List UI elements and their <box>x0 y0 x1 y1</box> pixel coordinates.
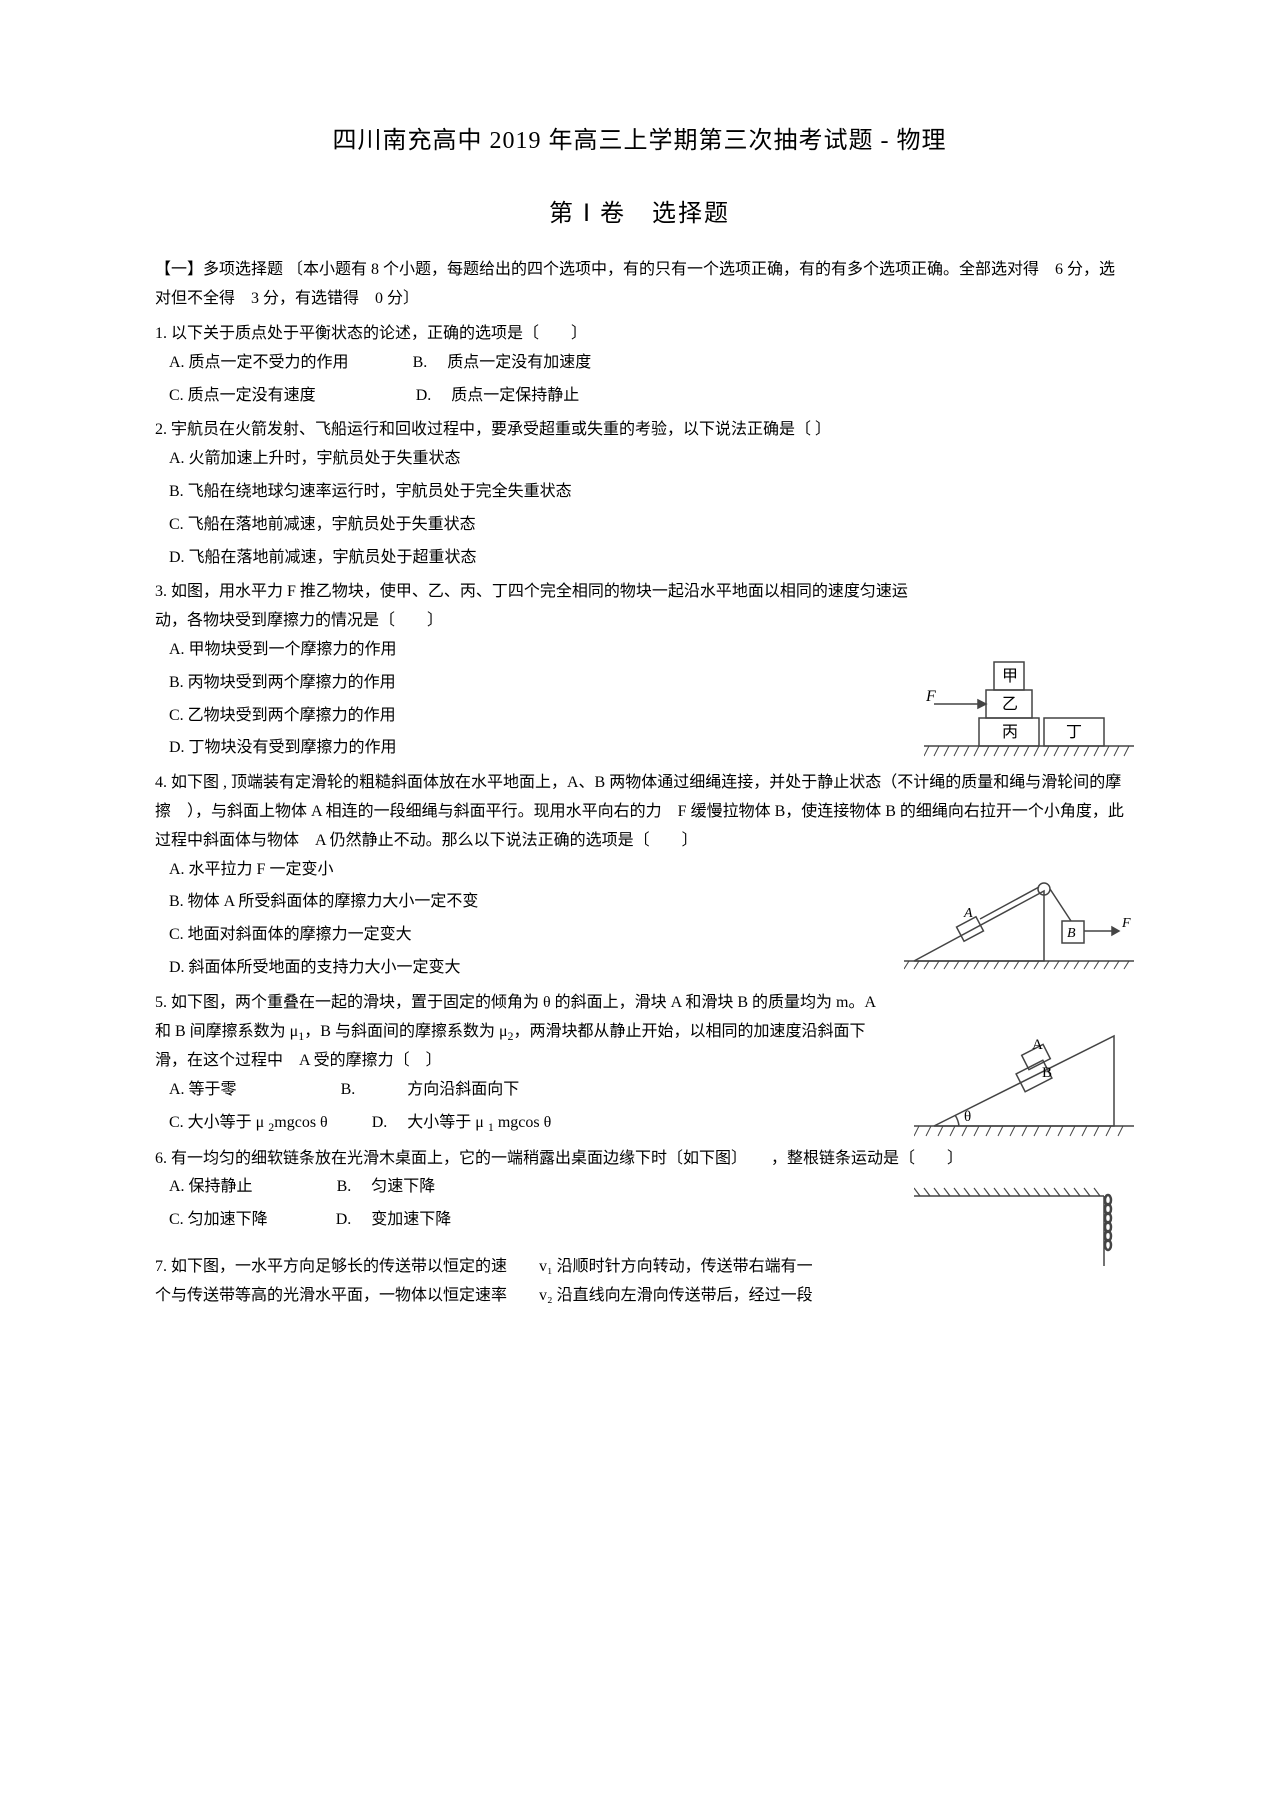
exam-title: 四川南充高中 2019 年高三上学期第三次抽考试题 - 物理 <box>155 120 1124 163</box>
page: 四川南充高中 2019 年高三上学期第三次抽考试题 - 物理 第 Ⅰ 卷 选择题… <box>0 0 1274 1397</box>
part-subtitle: 第 Ⅰ 卷 选择题 <box>155 193 1124 236</box>
figure-q3-blocks-icon: F 甲 乙 丙 丁 <box>924 651 1134 761</box>
q5-opt-b: B. 方向沿斜面向下 <box>341 1076 520 1105</box>
q1-opt-d: D. 质点一定保持静止 <box>416 382 580 411</box>
q3-stem: 3. 如图，用水平力 F 推乙物块，使甲、乙、丙、丁四个完全相同的物块一起沿水平… <box>155 578 914 636</box>
q1-opt-a: A. 质点一定不受力的作用 <box>169 349 349 378</box>
figure-q4-incline-icon: A B F <box>904 881 1134 971</box>
q1-opt-c: C. 质点一定没有速度 <box>169 382 316 411</box>
svg-text:F: F <box>1121 916 1131 931</box>
q4-stem: 4. 如下图 , 顶端装有定滑轮的粗糙斜面体放在水平地面上，A、B 两物体通过细… <box>155 769 1124 855</box>
body: 【一】多项选择题 〔本小题有 8 个小题，每题给出的四个选项中，有的只有一个选项… <box>155 256 1124 1310</box>
q6-opt-a: A. 保持静止 <box>169 1173 253 1202</box>
q5-opt-d: D. 大小等于 μ 1 mgcos θ <box>372 1109 552 1139</box>
q5-row1: A. 等于零 B. 方向沿斜面向下 <box>169 1076 894 1105</box>
q5-d-pre: D. 大小等于 μ <box>372 1114 488 1131</box>
q5-opt-a: A. 等于零 <box>169 1076 237 1105</box>
q2-opt-d: D. 飞船在落地前减速，宇航员处于超重状态 <box>169 544 1124 573</box>
q2-stem: 2. 宇航员在火箭发射、飞船运行和回收过程中，要承受超重或失重的考验，以下说法正… <box>155 416 1124 445</box>
question-1: 1. 以下关于质点处于平衡状态的论述，正确的选项是〔 〕 A. 质点一定不受力的… <box>155 320 1124 410</box>
q5-opt-c: C. 大小等于 μ 2mgcos θ <box>169 1109 328 1139</box>
q2-opt-b: B. 飞船在绕地球匀速率运行时，宇航员处于完全失重状态 <box>169 478 1124 507</box>
q7-line2: 个与传送带等高的光滑水平面，一物体以恒定速率 v₂ 沿直线向左滑向传送带后，经过… <box>155 1282 1124 1311</box>
q3-opt-b: B. 丙物块受到两个摩擦力的作用 <box>169 669 914 698</box>
q7-l2a: 个与传送带等高的光滑水平面，一物体以恒定速率 <box>155 1287 507 1304</box>
q5-stem-p2: ，B 与斜面间的摩擦系数为 μ <box>304 1023 507 1040</box>
q6-opt-b: B. 匀速下降 <box>337 1173 436 1202</box>
q1-row2: C. 质点一定没有速度 D. 质点一定保持静止 <box>169 382 1124 411</box>
figure-q5-incline-icon: A B θ <box>914 1021 1134 1141</box>
q7-v1: v₁ <box>539 1258 553 1275</box>
svg-text:A: A <box>963 906 973 921</box>
q1-stem: 1. 以下关于质点处于平衡状态的论述，正确的选项是〔 〕 <box>155 320 1124 349</box>
svg-text:B: B <box>1067 926 1076 941</box>
svg-text:甲: 甲 <box>1002 668 1018 685</box>
svg-text:丁: 丁 <box>1066 724 1082 741</box>
section1-instructions: 【一】多项选择题 〔本小题有 8 个小题，每题给出的四个选项中，有的只有一个选项… <box>155 256 1124 314</box>
q3-opt-c: C. 乙物块受到两个摩擦力的作用 <box>169 702 914 731</box>
q1-row1: A. 质点一定不受力的作用 B. 质点一定没有加速度 <box>169 349 1124 378</box>
question-2: 2. 宇航员在火箭发射、飞船运行和回收过程中，要承受超重或失重的考验，以下说法正… <box>155 416 1124 572</box>
figure-q6-chain-icon <box>914 1176 1134 1266</box>
q4-opt-a: A. 水平拉力 F 一定变小 <box>169 856 1124 885</box>
q5-c-post: mgcos θ <box>274 1114 327 1131</box>
q5-d-post: mgcos θ <box>494 1114 551 1131</box>
q2-opt-c: C. 飞船在落地前减速，宇航员处于失重状态 <box>169 511 1124 540</box>
q5-row2: C. 大小等于 μ 2mgcos θ D. 大小等于 μ 1 mgcos θ <box>169 1109 894 1139</box>
svg-text:F: F <box>925 688 936 705</box>
q7-v2: v₂ <box>539 1287 553 1304</box>
q7-l1a: 7. 如下图，一水平方向足够长的传送带以恒定的速 <box>155 1258 507 1275</box>
q3-opt-a: A. 甲物块受到一个摩擦力的作用 <box>169 636 914 665</box>
q6-opt-d: D. 变加速下降 <box>336 1206 452 1235</box>
q5-c-pre: C. 大小等于 μ <box>169 1114 268 1131</box>
q7-l1b: 沿顺时针方向转动，传送带右端有一 <box>553 1258 813 1275</box>
q1-opt-b: B. 质点一定没有加速度 <box>413 349 592 378</box>
svg-text:B: B <box>1042 1065 1052 1081</box>
svg-text:丙: 丙 <box>1002 724 1018 741</box>
svg-text:乙: 乙 <box>1002 696 1018 713</box>
q7-l2b: 沿直线向左滑向传送带后，经过一段 <box>553 1287 813 1304</box>
q6-opt-c: C. 匀加速下降 <box>169 1206 268 1235</box>
q2-opt-a: A. 火箭加速上升时，宇航员处于失重状态 <box>169 445 1124 474</box>
q5-stem: 5. 如下图，两个重叠在一起的滑块，置于固定的倾角为 θ 的斜面上，滑块 A 和… <box>155 989 894 1076</box>
q6-stem: 6. 有一均匀的细软链条放在光滑木桌面上，它的一端稍露出桌面边缘下时〔如下图〕 … <box>155 1145 1124 1174</box>
q3-opt-d: D. 丁物块没有受到摩擦力的作用 <box>169 734 914 763</box>
svg-text:A: A <box>1032 1037 1043 1053</box>
svg-text:θ: θ <box>964 1109 971 1125</box>
